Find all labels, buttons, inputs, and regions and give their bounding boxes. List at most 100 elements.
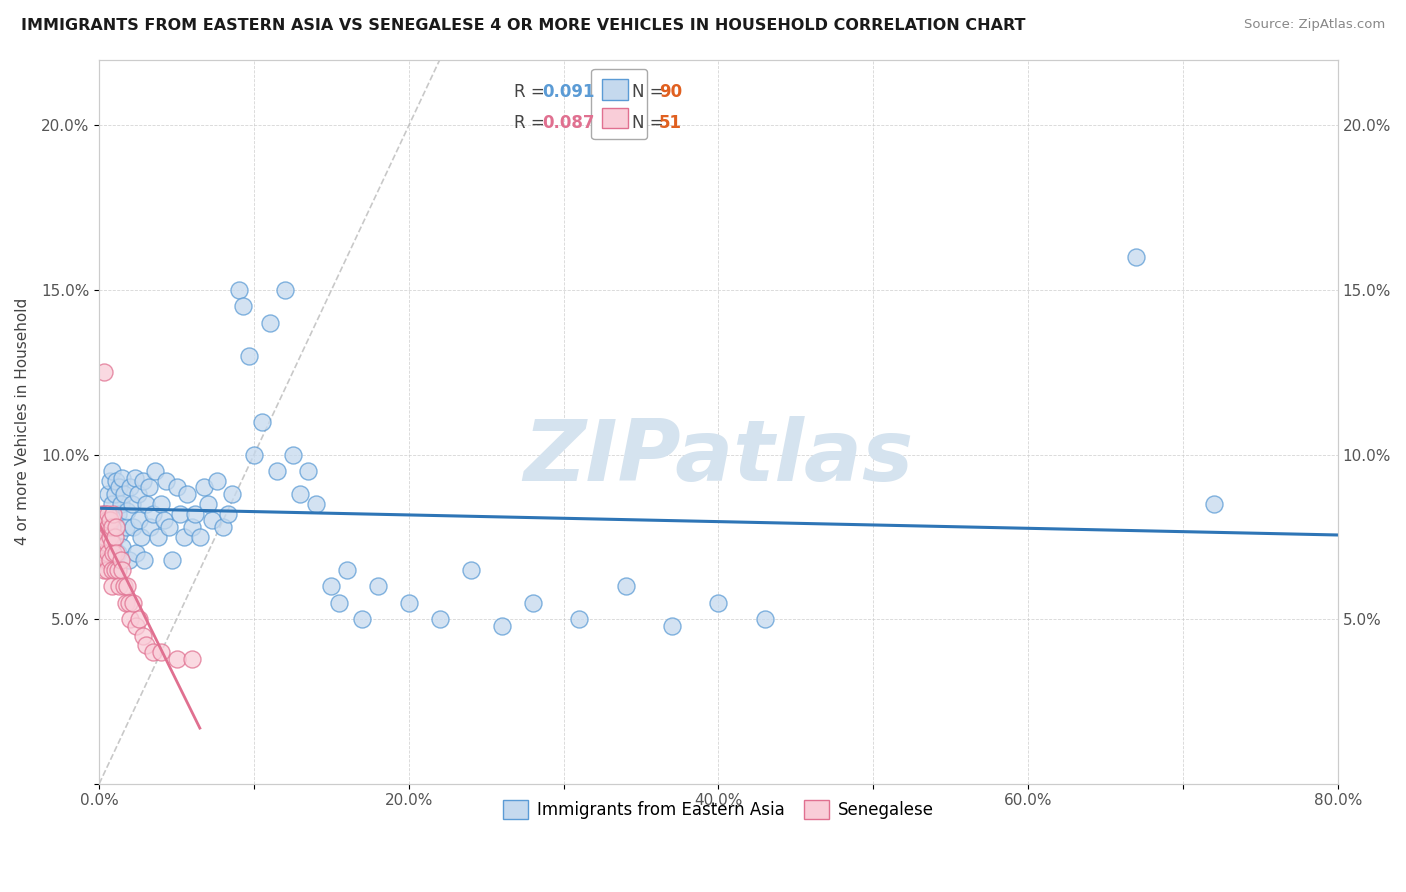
Point	[522, 596, 544, 610]
Point	[100, 536, 122, 550]
Point	[100, 464, 122, 478]
Point	[110, 497, 132, 511]
Point	[290, 487, 312, 501]
Text: Source: ZipAtlas.com: Source: ZipAtlas.com	[1244, 18, 1385, 31]
Point	[243, 448, 266, 462]
Point	[96, 530, 118, 544]
Legend: Immigrants from Eastern Asia, Senegalese: Immigrants from Eastern Asia, Senegalese	[496, 794, 941, 826]
Text: ZIPatlas: ZIPatlas	[523, 417, 914, 500]
Point	[238, 349, 260, 363]
Point	[173, 530, 195, 544]
Point	[188, 530, 211, 544]
Point	[107, 563, 129, 577]
Point	[117, 553, 139, 567]
Point	[150, 497, 173, 511]
Point	[754, 612, 776, 626]
Point	[96, 536, 118, 550]
Point	[125, 546, 148, 560]
Point	[181, 651, 204, 665]
Point	[274, 283, 297, 297]
Point	[328, 596, 350, 610]
Point	[107, 546, 129, 560]
Point	[127, 487, 149, 501]
Point	[104, 563, 127, 577]
Point	[132, 553, 155, 567]
Point	[128, 513, 150, 527]
Point	[297, 464, 319, 478]
Point	[98, 513, 121, 527]
Point	[111, 470, 134, 484]
Point	[205, 474, 228, 488]
Point	[125, 619, 148, 633]
Point	[110, 553, 132, 567]
Point	[232, 300, 254, 314]
Point	[124, 470, 146, 484]
Point	[104, 487, 127, 501]
Point	[146, 530, 169, 544]
Text: 51: 51	[659, 114, 682, 132]
Point	[90, 520, 112, 534]
Text: 90: 90	[659, 83, 682, 101]
Point	[107, 507, 129, 521]
Point	[429, 612, 451, 626]
Point	[91, 530, 114, 544]
Point	[94, 507, 117, 521]
Point	[153, 513, 176, 527]
Point	[90, 546, 112, 560]
Point	[117, 596, 139, 610]
Point	[128, 612, 150, 626]
Point	[114, 520, 136, 534]
Point	[166, 651, 188, 665]
Point	[105, 520, 128, 534]
Point	[176, 487, 198, 501]
Point	[142, 645, 165, 659]
Point	[661, 619, 683, 633]
Point	[101, 546, 124, 560]
Point	[143, 464, 166, 478]
Point	[94, 530, 117, 544]
Point	[96, 513, 118, 527]
Point	[138, 481, 160, 495]
Point	[135, 497, 157, 511]
Point	[184, 507, 207, 521]
Point	[100, 563, 122, 577]
Point	[266, 464, 288, 478]
Point	[491, 619, 513, 633]
Point	[367, 579, 389, 593]
Point	[115, 503, 138, 517]
Point	[193, 481, 215, 495]
Point	[142, 507, 165, 521]
Text: 0.091: 0.091	[543, 83, 595, 101]
Point	[97, 507, 120, 521]
Point	[336, 563, 359, 577]
Point	[614, 579, 637, 593]
Point	[97, 520, 120, 534]
Point	[398, 596, 420, 610]
Point	[1202, 497, 1225, 511]
Point	[352, 612, 374, 626]
Point	[105, 520, 128, 534]
Point	[157, 520, 180, 534]
Point	[155, 474, 177, 488]
Point	[212, 520, 235, 534]
Point	[150, 645, 173, 659]
Point	[114, 596, 136, 610]
Point	[91, 553, 114, 567]
Point	[120, 481, 142, 495]
Point	[250, 415, 273, 429]
Point	[98, 474, 121, 488]
Point	[707, 596, 730, 610]
Text: R =: R =	[515, 114, 550, 132]
Point	[217, 507, 239, 521]
Point	[100, 497, 122, 511]
Point	[104, 530, 127, 544]
Point	[94, 507, 117, 521]
Point	[101, 536, 124, 550]
Point	[100, 520, 122, 534]
Point	[166, 481, 188, 495]
Point	[98, 516, 121, 531]
Point	[181, 520, 204, 534]
Point	[281, 448, 304, 462]
Point	[1125, 250, 1147, 264]
Point	[160, 553, 183, 567]
